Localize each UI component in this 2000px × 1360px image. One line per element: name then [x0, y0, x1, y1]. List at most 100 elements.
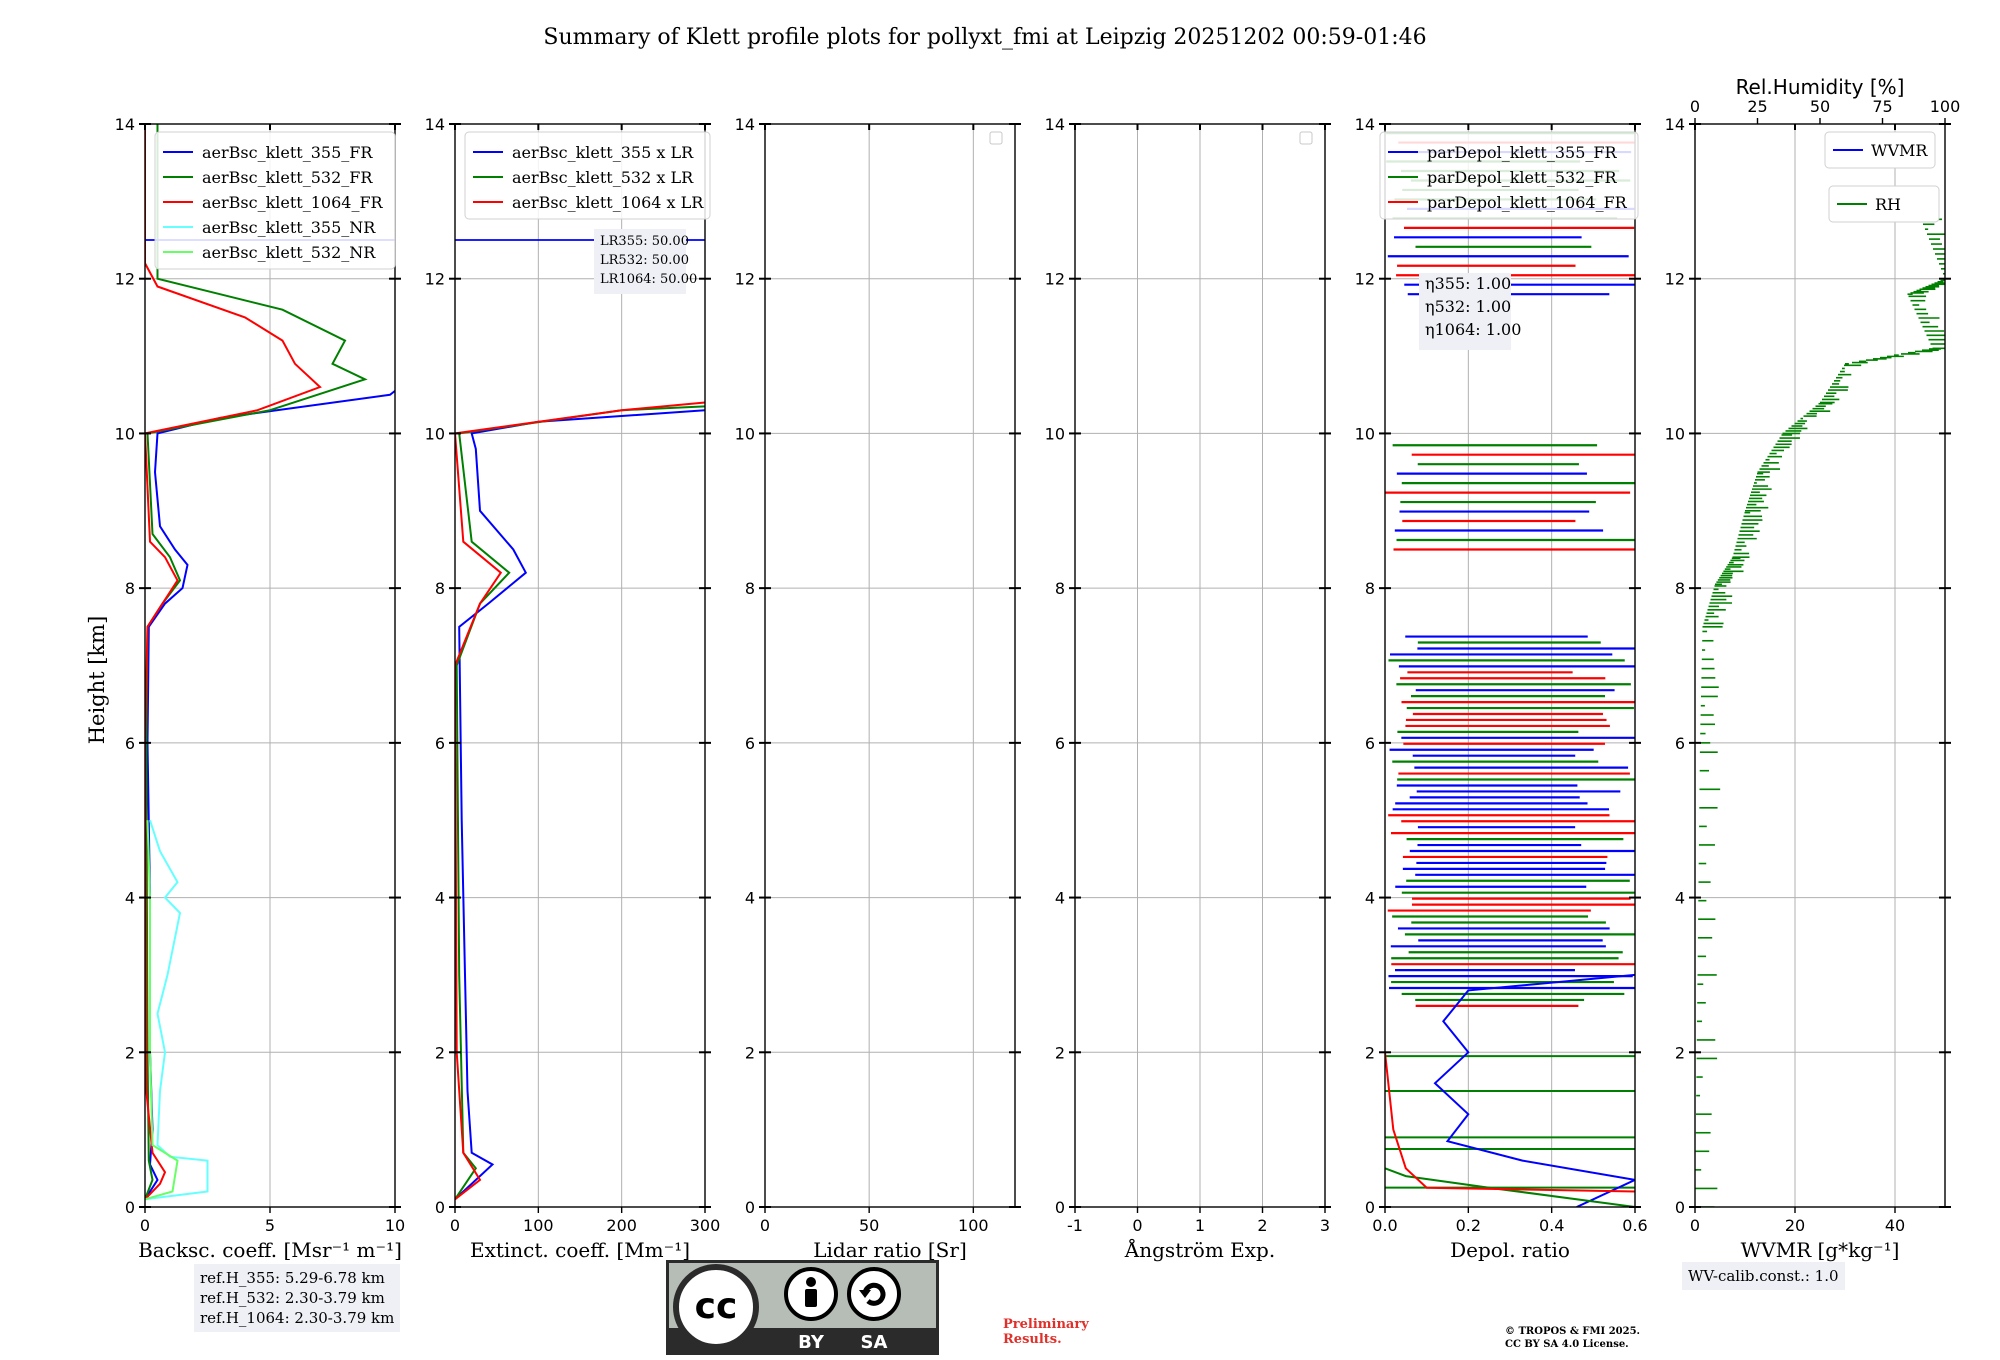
- legend-label: aerBsc_klett_355_NR: [202, 218, 376, 237]
- x-tick-label: 200: [606, 1216, 637, 1235]
- sa-share-icon: [847, 1267, 901, 1321]
- y-tick-label: 14: [1355, 115, 1375, 134]
- legend-label: aerBsc_klett_532 x LR: [512, 168, 694, 187]
- x-tick-label: 3: [1320, 1216, 1330, 1235]
- y-tick-label: 4: [125, 889, 135, 908]
- legend-label: aerBsc_klett_355_FR: [202, 143, 373, 162]
- panel-1: 0 2 4 6 8 10 12 14 0 5 10 Backsc. coeff. [Msr⁻¹ m⁻¹…: [115, 115, 406, 1262]
- annotation-text: LR532: 50.00: [600, 253, 689, 268]
- y-tick-label: 10: [1045, 424, 1065, 443]
- annotation-text: η532: 1.00: [1425, 297, 1511, 316]
- series-line-aerBsc_klett_355_NR: [145, 819, 209, 1201]
- y-tick-label: 0: [1365, 1198, 1375, 1217]
- y-tick-label: 12: [1665, 270, 1685, 289]
- x-tick-label: 100: [958, 1216, 989, 1235]
- series-line-parDepol_klett_355_FR: [1433, 973, 1635, 1207]
- y-tick-label: 12: [735, 270, 755, 289]
- x-tick-label: 0: [450, 1216, 460, 1235]
- axes-frame: [1694, 123, 1946, 1208]
- axes-frame: [454, 123, 706, 1208]
- copyright-line-2: CC BY SA 4.0 License.: [1505, 1339, 1629, 1350]
- y-tick-label: 14: [1045, 115, 1065, 134]
- x2-tick-label: 0: [1690, 97, 1700, 116]
- cc-license-badge[interactable]: cc BY SA: [666, 1260, 939, 1355]
- x-axis-label: Lidar ratio [Sr]: [813, 1238, 967, 1262]
- x-tick-label: 0: [760, 1216, 770, 1235]
- x2-tick-label: 50: [1810, 97, 1830, 116]
- copyright-line-1: © TROPOS & FMI 2025.: [1505, 1326, 1641, 1337]
- y-tick-label: 8: [1055, 579, 1065, 598]
- y-tick-label: 8: [1365, 579, 1375, 598]
- x2-axis-label: Rel.Humidity [%]: [1736, 75, 1905, 99]
- y-tick-label: 2: [1365, 1043, 1375, 1062]
- legend-label: WVMR: [1871, 141, 1928, 160]
- y-tick-label: 10: [425, 424, 445, 443]
- y-tick-label: 8: [435, 579, 445, 598]
- legend-label: parDepol_klett_1064_FR: [1427, 193, 1628, 212]
- annotation-text: η355: 1.00: [1425, 274, 1511, 293]
- x-tick-label: 2: [1257, 1216, 1267, 1235]
- x-axis-label: Depol. ratio: [1450, 1238, 1570, 1262]
- x-tick-label: 0: [140, 1216, 150, 1235]
- series-line-parDepol_klett_532_FR: [1385, 1167, 1635, 1207]
- axes-frame: [764, 123, 1016, 1208]
- x-tick-label: 100: [523, 1216, 554, 1235]
- y-tick-label: 6: [1055, 734, 1065, 753]
- preliminary-line-1: Preliminary: [1003, 1317, 1089, 1332]
- ref-height-532: ref.H_532: 2.30-3.79 km: [200, 1289, 385, 1307]
- x-tick-label: 0.2: [1456, 1216, 1481, 1235]
- x2-tick-label: 75: [1872, 97, 1892, 116]
- x-tick-label: -1: [1067, 1216, 1083, 1235]
- x-tick-label: 50: [859, 1216, 879, 1235]
- y-tick-label: 0: [435, 1198, 445, 1217]
- by-person-body: [805, 1289, 817, 1307]
- y-tick-label: 10: [735, 424, 755, 443]
- y-tick-label: 8: [745, 579, 755, 598]
- x-axis-label: Ångström Exp.: [1124, 1237, 1275, 1262]
- legend-label: aerBsc_klett_1064_FR: [202, 193, 384, 212]
- series-layer: [1695, 218, 1945, 1207]
- y-tick-label: 12: [1355, 270, 1375, 289]
- y-tick-label: 12: [115, 270, 135, 289]
- x-tick-label: 10: [385, 1216, 405, 1235]
- wv-calib-text: WV-calib.const.: 1.0: [1688, 1267, 1839, 1285]
- ref-height-1064: ref.H_1064: 2.30-3.79 km: [200, 1309, 395, 1327]
- y-tick-label: 14: [425, 115, 445, 134]
- y-tick-label: 6: [745, 734, 755, 753]
- legend-box: [1824, 131, 1936, 169]
- x-tick-label: 0: [1690, 1216, 1700, 1235]
- y-tick-label: 2: [1055, 1043, 1065, 1062]
- empty-legend-box: [1299, 131, 1313, 145]
- y-tick-label: 0: [1675, 1198, 1685, 1217]
- x-tick-label: 20: [1785, 1216, 1805, 1235]
- series-layer: [455, 239, 705, 1201]
- cc-circle-icon: [673, 1264, 759, 1350]
- legend-label: parDepol_klett_532_FR: [1427, 168, 1618, 187]
- y-tick-label: 14: [115, 115, 135, 134]
- y-tick-label: 12: [425, 270, 445, 289]
- legend-label: RH: [1875, 195, 1901, 214]
- x-axis-label: WVMR [g*kg⁻¹]: [1741, 1238, 1900, 1262]
- sa-arrow-arc: [862, 1282, 886, 1306]
- series-line-parDepol_klett_1064_FR: [1385, 1052, 1635, 1193]
- annotation-box: [1419, 273, 1511, 350]
- panel-6: 0 2 4 6 8 10 12 14 0 20 40 WVMR [g*kg⁻¹] 0 25 50 75 100 R…: [1665, 75, 1961, 1262]
- y-tick-label: 4: [435, 889, 445, 908]
- panel-3: 0 2 4 6 8 10 12 14 0 50 100 Lidar ratio [Sr]: [735, 115, 1021, 1262]
- legend-label: aerBsc_klett_355 x LR: [512, 143, 694, 162]
- x-tick-label: 40: [1885, 1216, 1905, 1235]
- y-tick-label: 2: [125, 1043, 135, 1062]
- x2-tick-label: 100: [1930, 97, 1961, 116]
- legend-box: [1828, 185, 1940, 223]
- x-tick-label: 300: [690, 1216, 721, 1235]
- y-tick-label: 0: [745, 1198, 755, 1217]
- series-line-aerBsc_klett_1064 x LR: [455, 401, 705, 1201]
- legend-label: aerBsc_klett_532_NR: [202, 243, 376, 262]
- copyright-note: © TROPOS & FMI 2025. CC BY SA 4.0 Licens…: [1505, 1325, 1640, 1351]
- annotation-text: LR355: 50.00: [600, 234, 689, 249]
- y-tick-label: 2: [435, 1043, 445, 1062]
- x-tick-label: 5: [265, 1216, 275, 1235]
